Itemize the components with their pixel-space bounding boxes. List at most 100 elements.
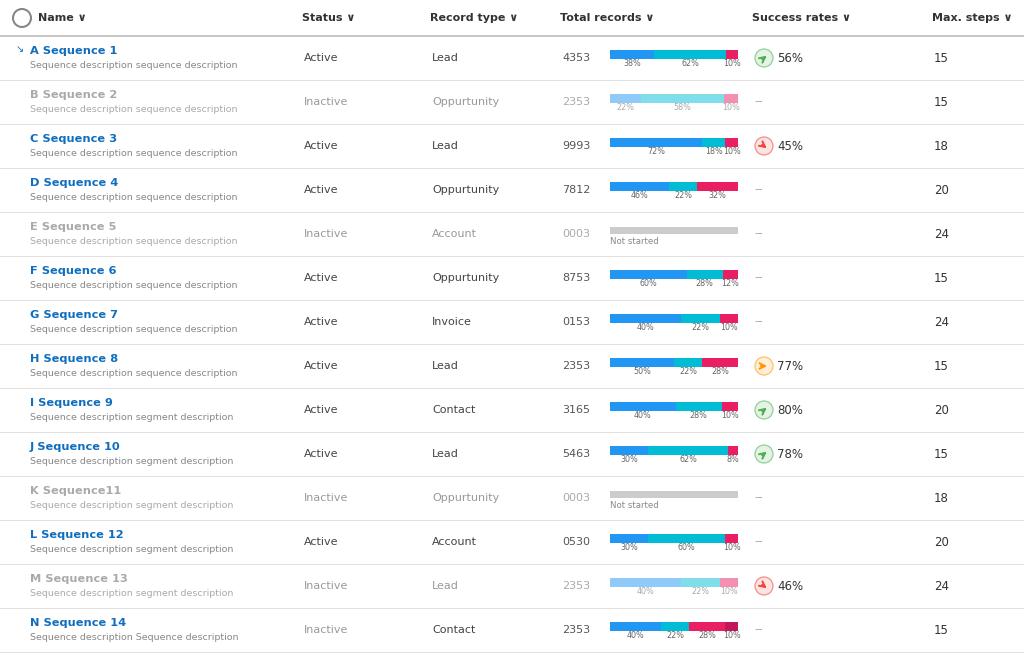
- Bar: [610, 94, 641, 102]
- Text: 77%: 77%: [777, 360, 803, 372]
- Text: Sequence description segment description: Sequence description segment description: [30, 412, 233, 422]
- Text: 5463: 5463: [562, 449, 590, 459]
- Text: 10%: 10%: [722, 104, 739, 112]
- Bar: [725, 622, 738, 630]
- Text: 8%: 8%: [726, 456, 739, 464]
- Bar: [0, 168, 1024, 212]
- Bar: [724, 94, 738, 102]
- Text: Oppurtunity: Oppurtunity: [432, 185, 500, 195]
- Bar: [610, 227, 738, 233]
- Text: 10%: 10%: [723, 59, 741, 68]
- Text: L Sequence 12: L Sequence 12: [30, 530, 124, 540]
- Text: Oppurtunity: Oppurtunity: [432, 273, 500, 283]
- Bar: [697, 182, 738, 190]
- Text: 62%: 62%: [679, 456, 697, 464]
- Bar: [669, 182, 697, 190]
- Text: 12%: 12%: [721, 279, 739, 289]
- Text: B Sequence 2: B Sequence 2: [30, 90, 118, 100]
- Text: 45%: 45%: [777, 140, 803, 152]
- Text: N Sequence 14: N Sequence 14: [30, 618, 126, 628]
- Text: Active: Active: [304, 317, 339, 327]
- Text: 20: 20: [934, 535, 949, 549]
- Text: 20: 20: [934, 184, 949, 196]
- Text: --: --: [754, 491, 763, 505]
- Text: Status ∨: Status ∨: [302, 13, 355, 23]
- Circle shape: [755, 577, 773, 595]
- Text: 46%: 46%: [777, 579, 803, 593]
- Text: M Sequence 13: M Sequence 13: [30, 574, 128, 584]
- Text: Oppurtunity: Oppurtunity: [432, 97, 500, 107]
- Bar: [728, 446, 738, 454]
- Text: C Sequence 3: C Sequence 3: [30, 134, 117, 144]
- Text: Not started: Not started: [610, 237, 658, 245]
- Text: Sequence description sequence description: Sequence description sequence descriptio…: [30, 148, 238, 158]
- Bar: [723, 269, 738, 279]
- Text: 22%: 22%: [667, 632, 684, 640]
- Bar: [648, 446, 728, 454]
- Text: F Sequence 6: F Sequence 6: [30, 266, 117, 276]
- Text: 72%: 72%: [647, 148, 665, 156]
- Text: 10%: 10%: [723, 148, 740, 156]
- Bar: [0, 476, 1024, 520]
- Bar: [726, 49, 738, 59]
- Bar: [0, 212, 1024, 256]
- Bar: [689, 622, 725, 630]
- Text: 4353: 4353: [562, 53, 590, 63]
- Bar: [0, 80, 1024, 124]
- Text: 18: 18: [934, 491, 949, 505]
- Text: Active: Active: [304, 405, 339, 415]
- Text: 38%: 38%: [624, 59, 641, 68]
- Text: 46%: 46%: [631, 192, 648, 201]
- Bar: [610, 622, 662, 630]
- Text: Active: Active: [304, 273, 339, 283]
- Bar: [702, 138, 725, 146]
- Text: 15: 15: [934, 96, 949, 108]
- Bar: [725, 138, 738, 146]
- Bar: [720, 313, 738, 323]
- Text: Sequence description sequence description: Sequence description sequence descriptio…: [30, 104, 238, 114]
- Text: Invoice: Invoice: [432, 317, 472, 327]
- Text: 40%: 40%: [634, 412, 651, 420]
- Bar: [0, 124, 1024, 168]
- Bar: [0, 0, 1024, 36]
- Text: Contact: Contact: [432, 405, 475, 415]
- Text: --: --: [754, 315, 763, 329]
- Bar: [674, 358, 702, 366]
- Text: --: --: [754, 535, 763, 549]
- Text: 40%: 40%: [637, 323, 654, 332]
- Bar: [610, 533, 648, 543]
- Text: Lead: Lead: [432, 53, 459, 63]
- Text: Record type ∨: Record type ∨: [430, 13, 518, 23]
- Text: Sequence description segment description: Sequence description segment description: [30, 501, 233, 509]
- Text: 28%: 28%: [698, 632, 716, 640]
- Text: 10%: 10%: [720, 587, 738, 597]
- Text: 30%: 30%: [621, 543, 638, 553]
- Bar: [0, 388, 1024, 432]
- Text: Inactive: Inactive: [304, 581, 348, 591]
- Text: Sequence description segment description: Sequence description segment description: [30, 545, 233, 553]
- Circle shape: [755, 401, 773, 419]
- Text: 2353: 2353: [562, 625, 590, 635]
- Text: 28%: 28%: [695, 279, 714, 289]
- Text: 15: 15: [934, 448, 949, 460]
- Bar: [610, 402, 676, 410]
- Bar: [0, 256, 1024, 300]
- Text: Sequence description sequence description: Sequence description sequence descriptio…: [30, 237, 238, 245]
- Text: 10%: 10%: [721, 412, 738, 420]
- Text: 24: 24: [934, 315, 949, 329]
- Text: 80%: 80%: [777, 404, 803, 416]
- Text: 22%: 22%: [674, 192, 692, 201]
- Text: 22%: 22%: [679, 368, 697, 376]
- Text: Inactive: Inactive: [304, 493, 348, 503]
- Bar: [610, 491, 738, 497]
- Text: --: --: [754, 96, 763, 108]
- Text: J Sequence 10: J Sequence 10: [30, 442, 121, 452]
- Text: Active: Active: [304, 361, 339, 371]
- Text: Inactive: Inactive: [304, 229, 348, 239]
- Bar: [0, 36, 1024, 80]
- Text: 32%: 32%: [709, 192, 726, 201]
- Bar: [722, 402, 738, 410]
- Text: Active: Active: [304, 53, 339, 63]
- Bar: [662, 622, 689, 630]
- Text: D Sequence 4: D Sequence 4: [30, 178, 118, 188]
